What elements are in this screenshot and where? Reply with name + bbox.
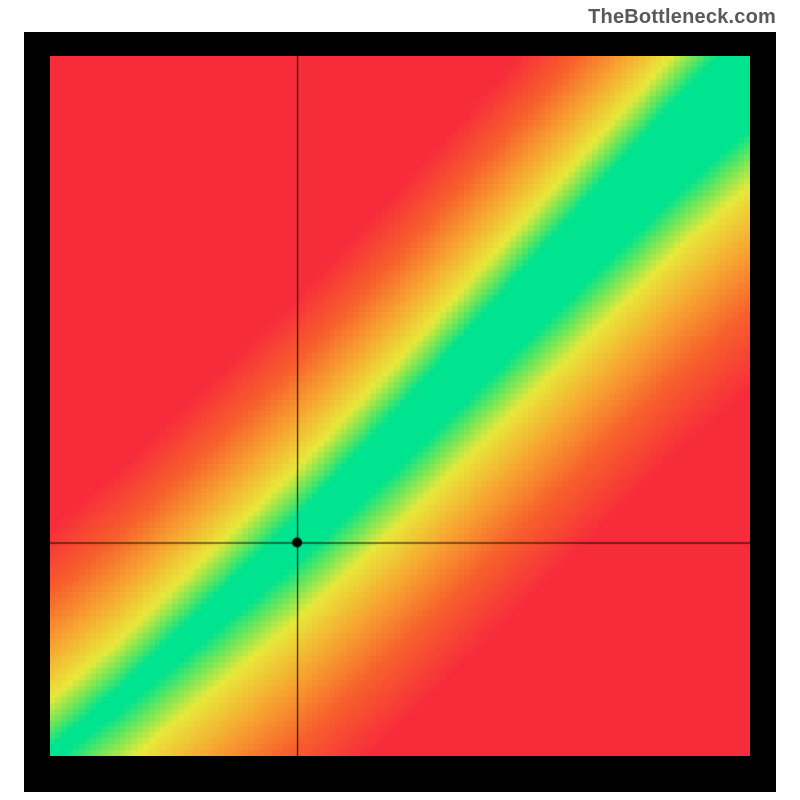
plot-frame — [24, 32, 776, 792]
chart-container: TheBottleneck.com — [0, 0, 800, 800]
watermark-text: TheBottleneck.com — [588, 6, 776, 29]
crosshair-overlay — [50, 56, 750, 756]
